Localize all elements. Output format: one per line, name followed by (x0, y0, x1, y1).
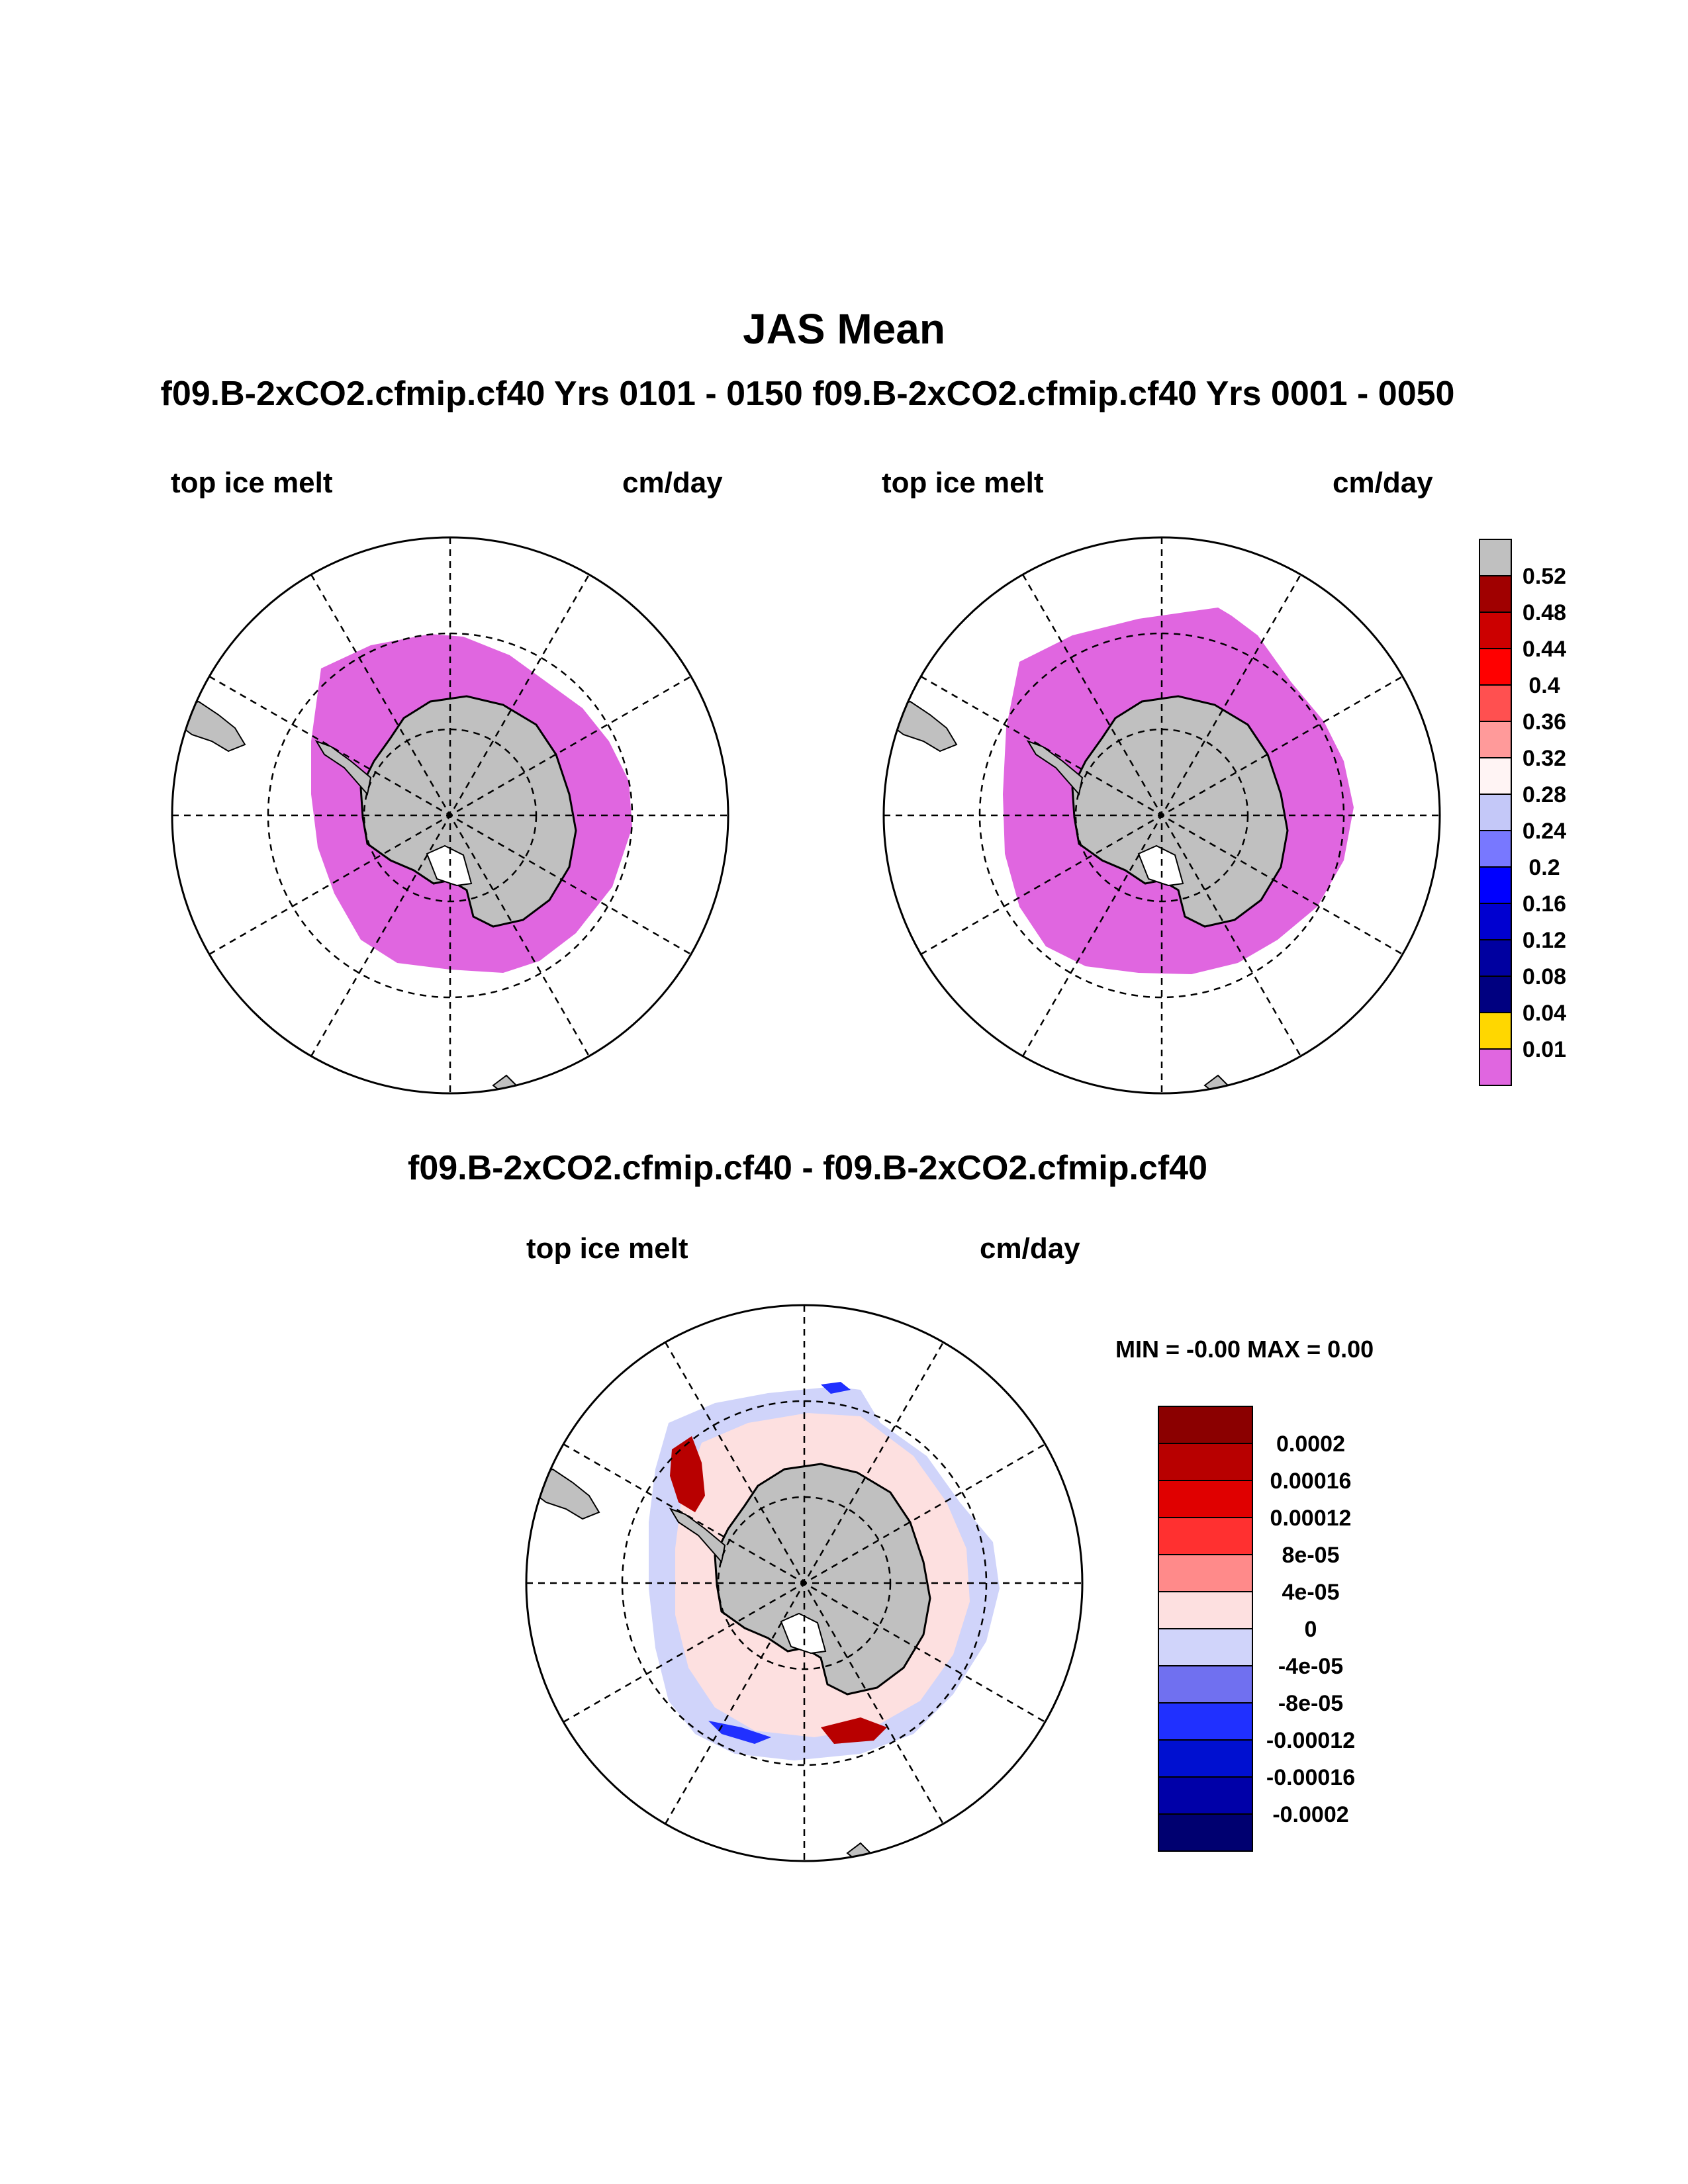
colorbar-tick-label: 0.08 (1523, 964, 1566, 989)
figure-subtitle: f09.B-2xCO2.cfmip.cf40 Yrs 0101 - 0150 f… (160, 375, 1455, 413)
graticule (884, 537, 1440, 1093)
colorbar-swatch (1479, 757, 1512, 795)
colorbar-tick-label: 0.24 (1523, 819, 1566, 844)
colorbar-tick-label: 0.00016 (1270, 1469, 1352, 1494)
colorbar-tick-label: 0.0002 (1276, 1432, 1345, 1457)
ice-shelf (426, 844, 473, 887)
colorbar-swatch (1479, 830, 1512, 868)
colorbar-swatch (1158, 1702, 1253, 1741)
colorbar-swatch (1158, 1813, 1253, 1852)
graticule (526, 1305, 1082, 1861)
colorbar-swatch (1158, 1554, 1253, 1592)
diff-positive-peak (821, 1717, 887, 1744)
diff-units-label: cm/day (980, 1232, 1080, 1265)
panel1-units-label: cm/day (622, 467, 723, 499)
colorbar-swatch (1479, 575, 1512, 613)
colorbar-swatch (1158, 1517, 1253, 1555)
figure-title: JAS Mean (743, 305, 945, 353)
map-panel-2 (882, 536, 1441, 1095)
panel1-variable-label: top ice melt (171, 467, 333, 499)
colorbar-tick-label: 8e-05 (1282, 1543, 1340, 1568)
colorbar-swatch (1479, 612, 1512, 649)
colorbar-swatch (1479, 721, 1512, 758)
colorbar-swatch (1479, 648, 1512, 686)
colorbar-tick-label: 0.4 (1528, 673, 1560, 698)
diff-panel-title: f09.B-2xCO2.cfmip.cf40 - f09.B-2xCO2.cfm… (408, 1149, 1207, 1187)
diff-variable-label: top ice melt (526, 1232, 688, 1265)
colorbar-swatch (1479, 976, 1512, 1013)
colorbar-swatch (1158, 1406, 1253, 1444)
diff-negative-peak (821, 1382, 851, 1394)
ice-shelf (780, 1612, 827, 1655)
colorbar-swatch (1479, 903, 1512, 940)
colorbar-tick-label: 0.00012 (1270, 1506, 1352, 1531)
colorbar-swatch (1479, 684, 1512, 722)
antarctic-peninsula (669, 1508, 726, 1564)
colorbar-1: 0.52 0.48 0.44 0.4 0.36 0.32 0.28 0.24 0.2 0.16 0.… (1479, 539, 1566, 1086)
diff-negative-peak (708, 1721, 771, 1744)
diff-positive-peak (670, 1436, 705, 1512)
south-america-tip (890, 700, 958, 752)
colorbar-swatch (1158, 1776, 1253, 1815)
colorbar-tick-label: 0.16 (1523, 891, 1566, 917)
colorbar-tick-label: 0.52 (1523, 564, 1566, 589)
colorbar-tick-label: -4e-05 (1278, 1654, 1343, 1679)
colorbar-tick-label: 0.28 (1523, 782, 1566, 807)
colorbar-swatch (1158, 1628, 1253, 1666)
colorbar-swatch (1479, 794, 1512, 831)
colorbar-swatch (1158, 1480, 1253, 1518)
colorbar-tick-label: 0.48 (1523, 600, 1566, 625)
colorbar-tick-label: 0.36 (1523, 709, 1566, 735)
antarctic-peninsula (1026, 740, 1084, 796)
ice-shelf (1137, 844, 1184, 887)
panel2-variable-label: top ice melt (882, 467, 1044, 499)
panel2-units-label: cm/day (1333, 467, 1433, 499)
colorbar-tick-label: 0 (1305, 1617, 1317, 1642)
colorbar-tick-label: -0.00016 (1266, 1765, 1355, 1790)
colorbar-tick-label: 0.32 (1523, 746, 1566, 771)
graticule (172, 537, 728, 1093)
colorbar-tick-label: -0.0002 (1272, 1802, 1348, 1827)
colorbar-tick-label: 0.44 (1523, 637, 1566, 662)
south-america-tip (532, 1468, 600, 1520)
colorbar-2: 0.0002 0.00016 0.00012 8e-05 4e-05 0 -4e-05 -8e… (1158, 1406, 1355, 1852)
colorbar-tick-label: 0.2 (1528, 855, 1560, 880)
colorbar-swatch (1479, 539, 1512, 576)
colorbar-tick-label: -8e-05 (1278, 1691, 1343, 1716)
min-max-label: MIN = -0.00 MAX = 0.00 (1115, 1336, 1374, 1363)
south-america-tip (178, 700, 246, 752)
colorbar-tick-label: 0.12 (1523, 928, 1566, 953)
map-panel-difference (525, 1304, 1084, 1862)
colorbar-tick-label: -0.00012 (1266, 1728, 1355, 1753)
colorbar-swatch (1479, 866, 1512, 904)
colorbar-swatch (1158, 1591, 1253, 1629)
map-panel-1 (171, 536, 729, 1095)
colorbar-tick-label: 0.01 (1523, 1037, 1566, 1062)
colorbar-swatch (1479, 1012, 1512, 1050)
colorbar-swatch (1158, 1739, 1253, 1778)
colorbar-swatch (1479, 1048, 1512, 1086)
colorbar-swatch (1479, 939, 1512, 977)
colorbar-tick-label: 0.04 (1523, 1001, 1566, 1026)
colorbar-swatch (1158, 1665, 1253, 1704)
colorbar-tick-label: 4e-05 (1282, 1580, 1340, 1605)
antarctic-peninsula (314, 740, 372, 796)
colorbar-swatch (1158, 1443, 1253, 1481)
